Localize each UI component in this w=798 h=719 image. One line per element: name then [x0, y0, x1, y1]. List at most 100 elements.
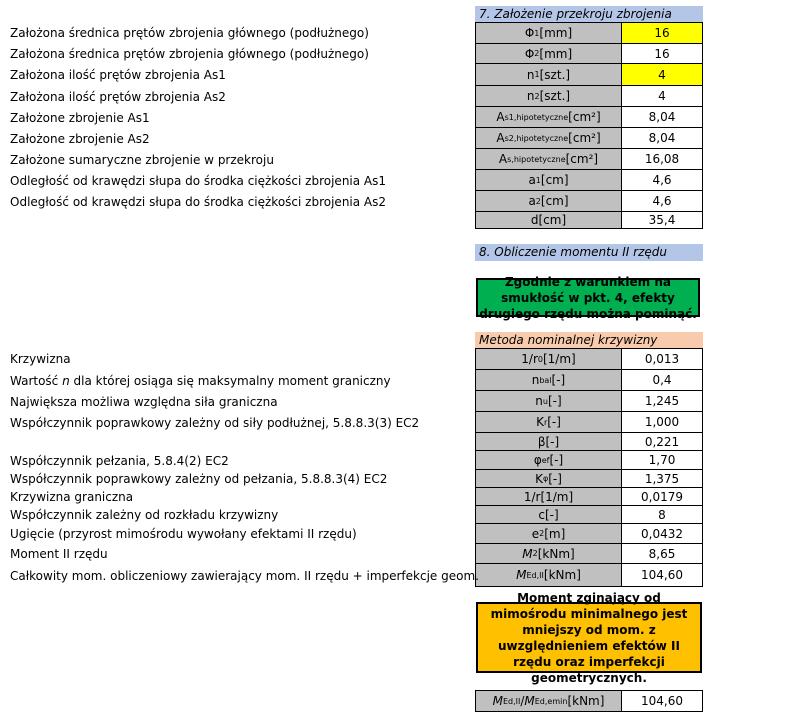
symbol-cell: n bal [-] — [475, 370, 621, 391]
symbol: a — [528, 194, 536, 208]
row-label: Odległość od krawędzi słupa do środka ci… — [10, 173, 387, 188]
value-cell: 1,245 — [621, 391, 703, 412]
subscript: s,hipotetyczne — [507, 154, 566, 164]
row-label: Założona ilość prętów zbrojenia As2 — [10, 89, 226, 104]
unit: [kNm] — [543, 568, 581, 582]
unit: [cm²] — [568, 131, 601, 145]
value-cell: 16 — [621, 44, 703, 64]
symbol: A — [496, 131, 505, 145]
subscript: 2 — [534, 91, 540, 101]
table-row: c [-] 8 — [475, 506, 703, 524]
symbol: 1/r — [521, 352, 538, 366]
subscript: s2,hipotetyczne — [504, 133, 569, 143]
symbol: φ — [533, 453, 542, 467]
table-row: β [-] 0,221 — [475, 433, 703, 451]
subscript: 0 — [537, 354, 543, 364]
unit: [szt.] — [539, 67, 571, 82]
subscript: Ed,emin — [534, 696, 568, 706]
section-7-header: 7. Założenie przekroju zbrojenia — [475, 6, 703, 23]
value-cell: 1,375 — [621, 470, 703, 488]
separator: / — [520, 694, 525, 708]
table-row: 1/r 0 [1/m] 0,013 — [475, 348, 703, 370]
symbol: n — [526, 67, 535, 82]
value-cell: 1,000 — [621, 412, 703, 433]
symbol: β — [537, 434, 546, 449]
symbol: M — [522, 546, 533, 561]
symbol-cell: β [-] — [475, 433, 621, 451]
subscript: Ed,II — [502, 696, 521, 706]
symbol: K — [536, 415, 544, 429]
subscript: 2 — [535, 196, 541, 206]
row-label: Założone sumaryczne zbrojenie w przekroj… — [10, 152, 274, 167]
unit: [cm] — [538, 213, 567, 227]
value-cell: 0,221 — [621, 433, 703, 451]
label-text: dla której osiąga się maksymalny moment … — [69, 373, 391, 388]
value-cell: 8,04 — [621, 107, 703, 128]
row-label: Współczynnik poprawkowy zależny od siły … — [10, 415, 420, 430]
row-label: Moment II rzędu — [10, 547, 108, 561]
value-cell: 0,0432 — [621, 524, 703, 544]
value-cell: 16,08 — [621, 149, 703, 170]
symbol: A — [496, 110, 505, 124]
row-label: Współczynnik poprawkowy zależny od pełza… — [10, 472, 388, 486]
subscript: 1 — [534, 70, 540, 79]
unit: [-] — [547, 394, 562, 408]
symbol-cell: M Ed,II [kNm] — [475, 564, 621, 587]
value-cell: 35,4 — [621, 212, 703, 229]
value-cell: 104,60 — [621, 690, 703, 712]
label-text: Wartość — [10, 373, 63, 388]
value-cell: 1,70 — [621, 451, 703, 470]
unit: [cm²] — [568, 110, 601, 124]
symbol: Φ — [524, 26, 535, 40]
value-cell: 4,6 — [621, 191, 703, 212]
row-label: Założona średnica prętów zbrojenia główn… — [10, 26, 369, 40]
row-label: Założona ilość prętów zbrojenia As1 — [10, 68, 226, 82]
table-row: φ ef [-] 1,70 — [475, 451, 703, 470]
symbol-cell: 1/r 0 [1/m] — [475, 348, 621, 370]
symbol: 1/r — [523, 489, 541, 504]
section-8-header: 8. Obliczenie momentu II rzędu — [475, 244, 703, 261]
unit: [kNm] — [567, 694, 605, 708]
unit: [mm] — [539, 26, 573, 40]
row-label: Krzywizna graniczna — [10, 490, 134, 504]
unit: [cm] — [540, 173, 569, 187]
symbol: n — [535, 394, 543, 408]
unit: [-] — [547, 415, 561, 429]
row-label: Współczynnik pełzania, 5.8.4(2) EC2 — [10, 453, 229, 468]
value-cell: 104,60 — [621, 564, 703, 587]
subscript: bal — [539, 375, 552, 385]
unit: [-] — [544, 507, 559, 522]
table-row: d [cm] 35,4 — [475, 212, 703, 229]
subscript: ef — [541, 455, 550, 465]
row-label: Współczynnik zależny od rozkładu krzywiz… — [10, 508, 279, 522]
symbol: n — [531, 373, 540, 387]
label-variable: n — [62, 373, 70, 388]
moment-note: Moment zginający od mimośrodu minimalneg… — [476, 591, 702, 685]
symbol: Φ — [524, 46, 535, 61]
value-cell[interactable]: 4 — [621, 64, 703, 86]
value-cell[interactable]: 16 — [621, 22, 703, 44]
unit: [cm] — [540, 194, 569, 208]
value-cell: 8,65 — [621, 544, 703, 564]
